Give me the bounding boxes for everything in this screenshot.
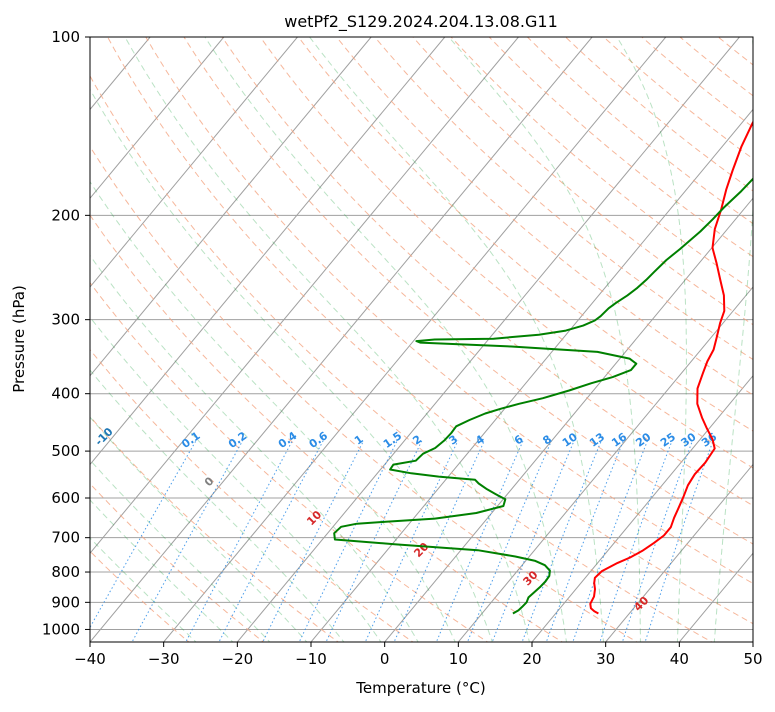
dry-adiabat <box>138 24 775 645</box>
isotherm-line <box>679 37 775 642</box>
x-axis-ticks: −40 −30 −20 −10 0 10 20 30 40 50 <box>74 642 762 668</box>
dry-adiabat-label: 30 <box>521 568 541 588</box>
x-tick-label: 40 <box>670 650 689 668</box>
mixing-ratio-line <box>521 441 601 645</box>
dry-adiabat <box>402 24 775 645</box>
dry-adiabat <box>0 24 416 645</box>
dewpoint-profile-line <box>334 37 775 614</box>
mixing-ratio-label: 13 <box>587 430 607 449</box>
mixing-ratio-line <box>545 441 623 645</box>
dry-adiabat-label: 0 <box>202 474 217 489</box>
dry-adiabat <box>552 24 775 645</box>
dry-adiabat <box>477 24 775 645</box>
moist-adiabat <box>0 24 420 645</box>
x-tick-label: 30 <box>596 650 615 668</box>
mixing-ratio-label: 20 <box>633 430 653 450</box>
mixing-ratio-label: 6 <box>512 432 526 447</box>
mixing-ratio-label: 0.6 <box>307 429 331 451</box>
y-tick-label: 400 <box>51 385 80 403</box>
mixing-ratio-label: 0.1 <box>179 429 202 451</box>
y-axis-label: Pressure (hPa) <box>10 285 28 393</box>
isotherm-line <box>0 37 224 642</box>
moist-adiabat <box>0 24 199 645</box>
x-tick-label: 10 <box>449 650 468 668</box>
y-axis-ticks: 100 200 300 400 500 600 700 800 900 1000 <box>42 28 90 638</box>
dry-adiabat <box>289 24 775 645</box>
moist-adiabat <box>714 24 756 645</box>
mixing-ratio-label: 10 <box>560 430 580 450</box>
isotherm-line <box>753 37 775 642</box>
moist-adiabat <box>197 24 567 645</box>
y-tick-label: 100 <box>51 28 80 46</box>
mixing-ratio-label: 0.2 <box>226 429 249 451</box>
y-tick-label: 200 <box>51 206 80 224</box>
mixing-ratio-label: 0.4 <box>276 429 300 451</box>
y-tick-label: 700 <box>51 529 80 547</box>
x-tick-label: 0 <box>380 650 390 668</box>
dry-adiabat <box>702 24 775 645</box>
y-tick-label: 800 <box>51 563 80 581</box>
x-tick-label: 50 <box>743 650 762 668</box>
y-tick-label: 900 <box>51 593 80 611</box>
dry-adiabat <box>0 24 192 645</box>
dry-adiabat <box>101 24 775 645</box>
x-tick-label: −40 <box>74 650 106 668</box>
y-tick-label: 1000 <box>42 620 80 638</box>
dry-adiabat-label: 20 <box>411 540 431 560</box>
mixing-ratio-line <box>185 441 293 645</box>
x-tick-label: −10 <box>295 650 327 668</box>
dry-adiabat <box>0 24 267 645</box>
moist-adiabat <box>0 24 235 645</box>
x-tick-label: −30 <box>148 650 180 668</box>
dry-adiabat <box>514 24 775 645</box>
isotherm-line <box>90 37 592 642</box>
dry-adiabat <box>0 24 341 645</box>
dry-adiabat-label: 10 <box>304 508 324 528</box>
moist-adiabat <box>0 24 309 645</box>
mixing-ratio-label: 30 <box>678 430 698 450</box>
x-tick-label: −20 <box>222 650 254 668</box>
dry-adiabat <box>214 24 775 645</box>
mixing-ratio-label: 1.5 <box>381 429 404 451</box>
dry-adiabat <box>251 24 775 645</box>
y-tick-label: 300 <box>51 311 80 329</box>
isotherm-line <box>0 37 371 642</box>
moist-adiabat <box>0 24 383 645</box>
mixing-ratio-line <box>393 441 484 645</box>
mixing-ratio-label: 1 <box>352 433 366 448</box>
dry-adiabat <box>63 24 716 645</box>
isotherm-line <box>0 37 3 642</box>
mixing-ratio-label: 16 <box>609 430 629 450</box>
y-tick-label: 500 <box>51 442 80 460</box>
moist-adiabat <box>0 24 346 645</box>
moist-adiabat <box>118 24 530 645</box>
y-tick-label: 600 <box>51 489 80 507</box>
background-grid: 0.10.20.40.611.52346810131620253036-100-… <box>0 24 775 645</box>
dry-adiabat <box>740 24 775 645</box>
mixing-ratio-label: 25 <box>658 430 678 449</box>
x-tick-label: 20 <box>522 650 541 668</box>
mixing-ratio-line <box>80 441 196 645</box>
dry-adiabat <box>326 24 775 645</box>
isotherm-line <box>458 37 775 642</box>
mixing-ratio-line <box>218 441 324 645</box>
mixing-ratio-label: 2 <box>410 433 424 448</box>
dry-adiabat-label: -10 <box>92 425 115 448</box>
isotherm-line <box>532 37 775 642</box>
x-axis-label: Temperature (°C) <box>355 679 485 697</box>
chart-title: wetPf2_S129.2024.204.13.08.G11 <box>284 12 558 32</box>
